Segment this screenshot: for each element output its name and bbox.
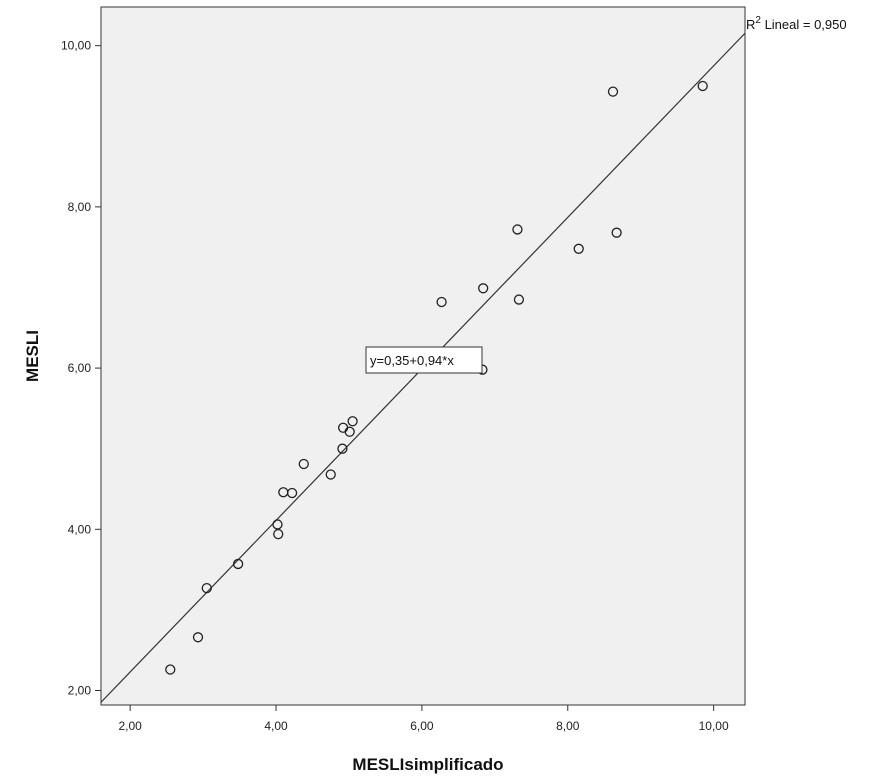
data-point xyxy=(286,487,298,499)
data-point xyxy=(325,469,336,480)
data-point xyxy=(298,458,309,470)
x-axis-ticks: 2,00 4,00 6,00 8,00 10,00 xyxy=(118,705,729,733)
data-point xyxy=(436,296,447,308)
y-tick-label: 6,00 xyxy=(68,361,92,375)
data-point xyxy=(611,227,622,238)
data-point xyxy=(192,632,204,643)
data-point xyxy=(232,558,244,570)
x-axis-title: MESLIsimplificado xyxy=(352,755,503,774)
data-point xyxy=(165,664,176,675)
r-squared-value: Lineal = 0,950 xyxy=(761,17,847,32)
y-tick-label: 2,00 xyxy=(68,683,92,697)
data-point xyxy=(512,224,523,235)
y-tick-label: 10,00 xyxy=(61,39,91,53)
y-axis-title: MESLI xyxy=(23,330,42,382)
x-tick-label: 10,00 xyxy=(699,719,729,733)
data-point xyxy=(273,528,284,540)
equation-box xyxy=(365,346,483,374)
data-point xyxy=(272,519,283,530)
data-point xyxy=(337,443,348,454)
x-tick-label: 6,00 xyxy=(410,719,434,733)
x-tick-label: 2,00 xyxy=(118,719,142,733)
y-tick-label: 8,00 xyxy=(68,200,92,214)
equation-label: y=0,35+0,94*x xyxy=(370,353,454,368)
r-squared-label: R2 Lineal = 0,950 xyxy=(746,15,847,32)
equation-label-box: y=0,35+0,94*x xyxy=(365,346,483,374)
data-point xyxy=(573,243,584,254)
y-axis-ticks: 2,00 4,00 6,00 8,00 10,00 xyxy=(61,39,101,697)
r-squared-prefix: R xyxy=(746,17,755,32)
data-point xyxy=(344,426,355,437)
y-tick-label: 4,00 xyxy=(68,522,92,536)
data-point xyxy=(697,80,708,92)
r-squared-superscript: 2 xyxy=(755,15,761,26)
data-point xyxy=(607,86,619,97)
x-tick-label: 8,00 xyxy=(556,719,580,733)
data-points xyxy=(165,80,708,675)
data-point xyxy=(347,416,358,427)
data-point xyxy=(478,283,489,294)
x-tick-label: 4,00 xyxy=(264,719,288,733)
data-point xyxy=(513,294,525,305)
data-point xyxy=(201,582,212,594)
